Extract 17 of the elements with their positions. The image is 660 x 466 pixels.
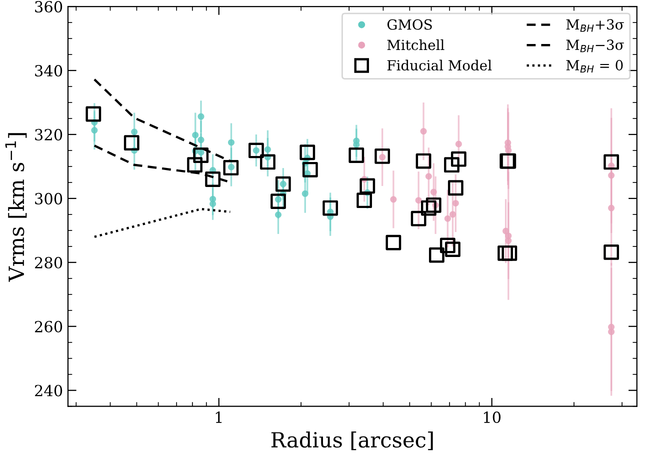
y-tick-label: 340 <box>35 64 62 77</box>
legend-label: M$_{BH}$+3σ <box>566 19 624 32</box>
legend-label: M$_{BH}$ = 0 <box>566 60 623 73</box>
legend-label: GMOS <box>387 19 432 30</box>
y-axis-title: Vrms [km s$^{−1}$] <box>5 133 27 282</box>
legend-label: Mitchell <box>387 39 444 50</box>
x-tick-label: 10 <box>484 411 501 424</box>
y-tick-label: 280 <box>34 256 62 268</box>
y-tick-label: 300 <box>35 192 62 204</box>
y-tick-label: 260 <box>34 320 62 332</box>
y-tick-label: 240 <box>34 384 62 396</box>
legend-label: Fiducial Model <box>387 60 492 71</box>
y-tick-label: 320 <box>35 128 62 140</box>
y-tick-label: 360 <box>35 0 62 13</box>
x-tick-label: 1 <box>216 411 222 423</box>
x-axis-title: Radius [arcsec] <box>271 432 433 450</box>
legend-label: M$_{BH}$−3σ <box>566 40 624 52</box>
